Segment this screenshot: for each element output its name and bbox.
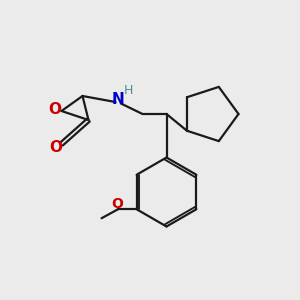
Text: O: O bbox=[50, 140, 63, 155]
Text: H: H bbox=[123, 84, 133, 97]
Text: N: N bbox=[111, 92, 124, 107]
Text: O: O bbox=[48, 102, 62, 117]
Text: O: O bbox=[112, 197, 123, 212]
